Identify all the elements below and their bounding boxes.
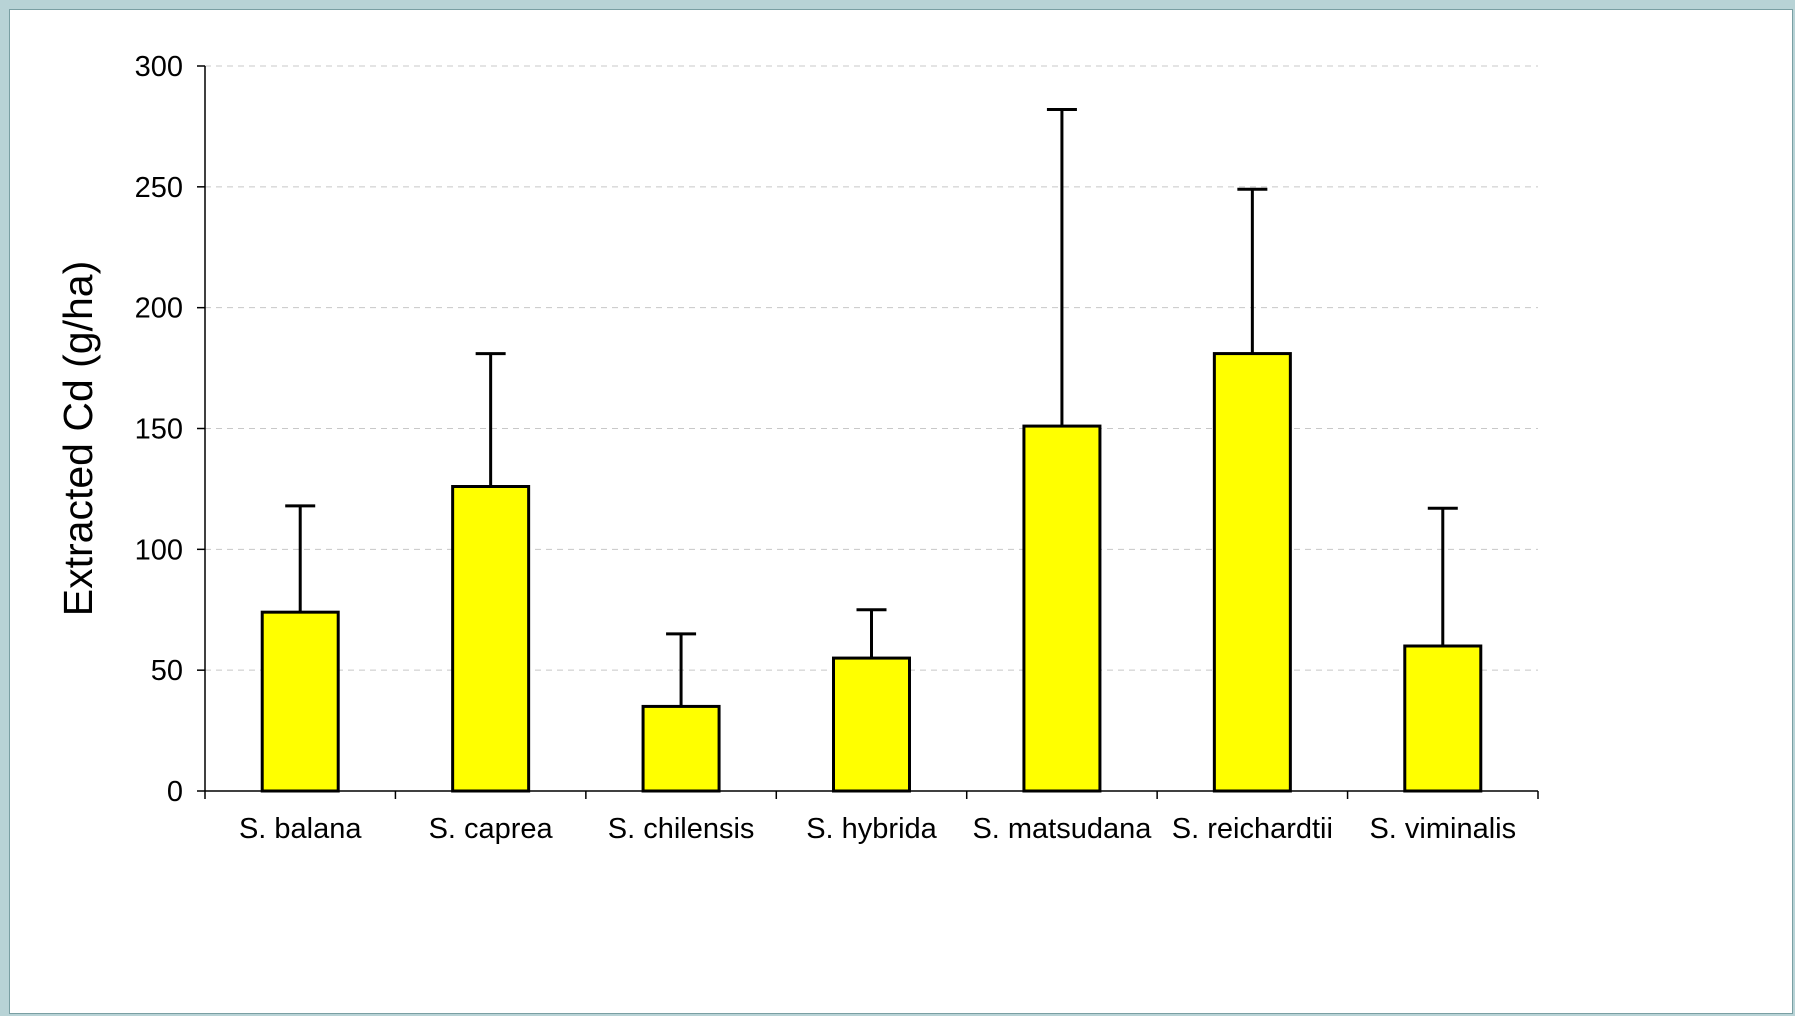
- y-tick-label: 0: [167, 776, 183, 808]
- y-tick-label: 50: [151, 655, 183, 687]
- x-tick-label: S. matsudana: [972, 813, 1152, 845]
- y-axis-title: Extracted Cd (g/ha): [55, 261, 101, 617]
- y-tick-label: 100: [135, 534, 183, 566]
- bars: [260, 352, 1483, 793]
- y-tick-label: 250: [135, 172, 183, 204]
- bar: [1403, 644, 1483, 793]
- bar: [1022, 424, 1102, 793]
- y-tick-label: 150: [135, 414, 183, 446]
- x-tick-label: S. chilensis: [608, 813, 755, 845]
- x-tick-label: S. hybrida: [806, 813, 937, 845]
- bar: [641, 704, 721, 793]
- x-tick-label: S. caprea: [429, 813, 554, 845]
- axes: [197, 65, 1539, 799]
- x-tick-label: S. reichardtii: [1172, 813, 1333, 845]
- x-tick-label: S. viminalis: [1369, 813, 1516, 845]
- gridlines: [205, 65, 1538, 671]
- y-tick-labels: 0 50 100 150 200 250 300: [135, 51, 183, 808]
- error-bars: [285, 108, 1458, 707]
- bar: [832, 656, 911, 793]
- y-tick-label: 200: [135, 293, 183, 325]
- x-tick-labels: S. balana S. caprea S. chilensis S. hybrida…: [239, 813, 1516, 845]
- bar: [1212, 352, 1292, 793]
- bar: [260, 610, 340, 793]
- x-tick-label: S. balana: [239, 813, 362, 845]
- y-tick-label: 300: [135, 51, 183, 83]
- chart-frame: 0 50 100 150 200 250 300 S. balana S. caprea S. …: [9, 9, 1793, 1014]
- bar: [451, 485, 531, 793]
